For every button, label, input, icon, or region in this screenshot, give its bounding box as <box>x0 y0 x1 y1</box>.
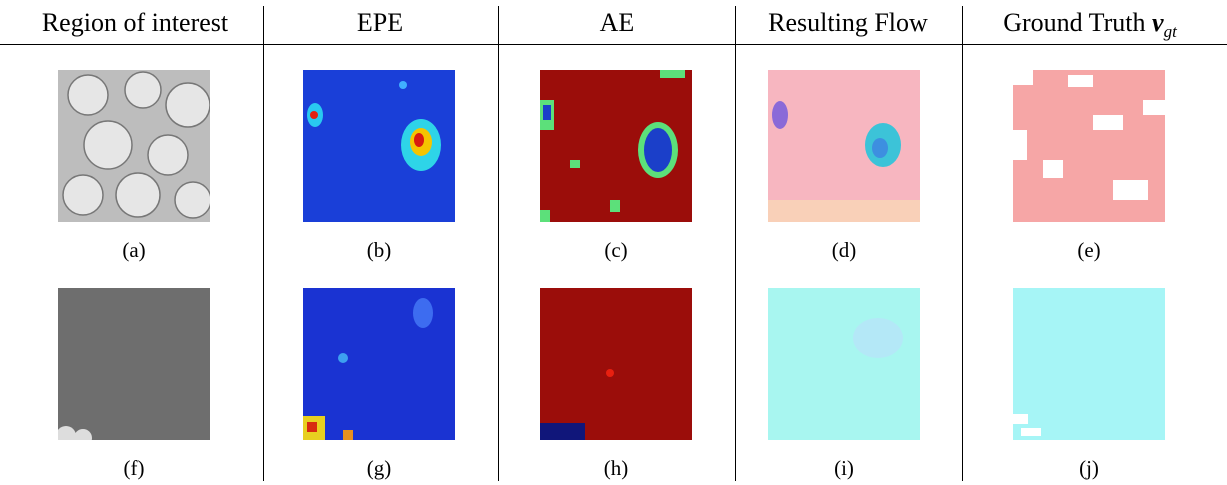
column-divider <box>962 6 963 481</box>
caption: (c) <box>536 238 696 263</box>
caption: (h) <box>536 456 696 481</box>
epe-image <box>303 70 455 222</box>
header-text: Ground Truth <box>1003 8 1145 37</box>
column-header: EPE <box>262 8 498 38</box>
column-divider <box>735 6 736 481</box>
flow-image <box>768 288 920 440</box>
ae-image <box>540 70 692 222</box>
math-symbol: v <box>1152 8 1164 37</box>
column-divider <box>498 6 499 481</box>
ground-truth-image <box>1013 70 1165 222</box>
column-header: AE <box>499 8 735 38</box>
caption: (b) <box>299 238 459 263</box>
caption: (i) <box>764 456 924 481</box>
caption: (g) <box>299 456 459 481</box>
column-header: Ground Truth vgt <box>972 8 1208 42</box>
figure: Region of interest EPE AE Resulting Flow… <box>0 0 1227 485</box>
header-rule <box>0 44 1227 45</box>
ae-image <box>540 288 692 440</box>
column-divider <box>263 6 264 481</box>
caption: (a) <box>54 238 214 263</box>
column-header: Region of interest <box>17 8 253 38</box>
epe-image <box>303 288 455 440</box>
caption: (f) <box>54 456 214 481</box>
column-header: Resulting Flow <box>730 8 966 38</box>
roi-image <box>58 288 210 440</box>
flow-image <box>768 70 920 222</box>
caption: (e) <box>1009 238 1169 263</box>
roi-image <box>58 70 210 222</box>
ground-truth-image <box>1013 288 1165 440</box>
caption: (d) <box>764 238 924 263</box>
math-subscript: gt <box>1164 22 1177 41</box>
caption: (j) <box>1009 456 1169 481</box>
